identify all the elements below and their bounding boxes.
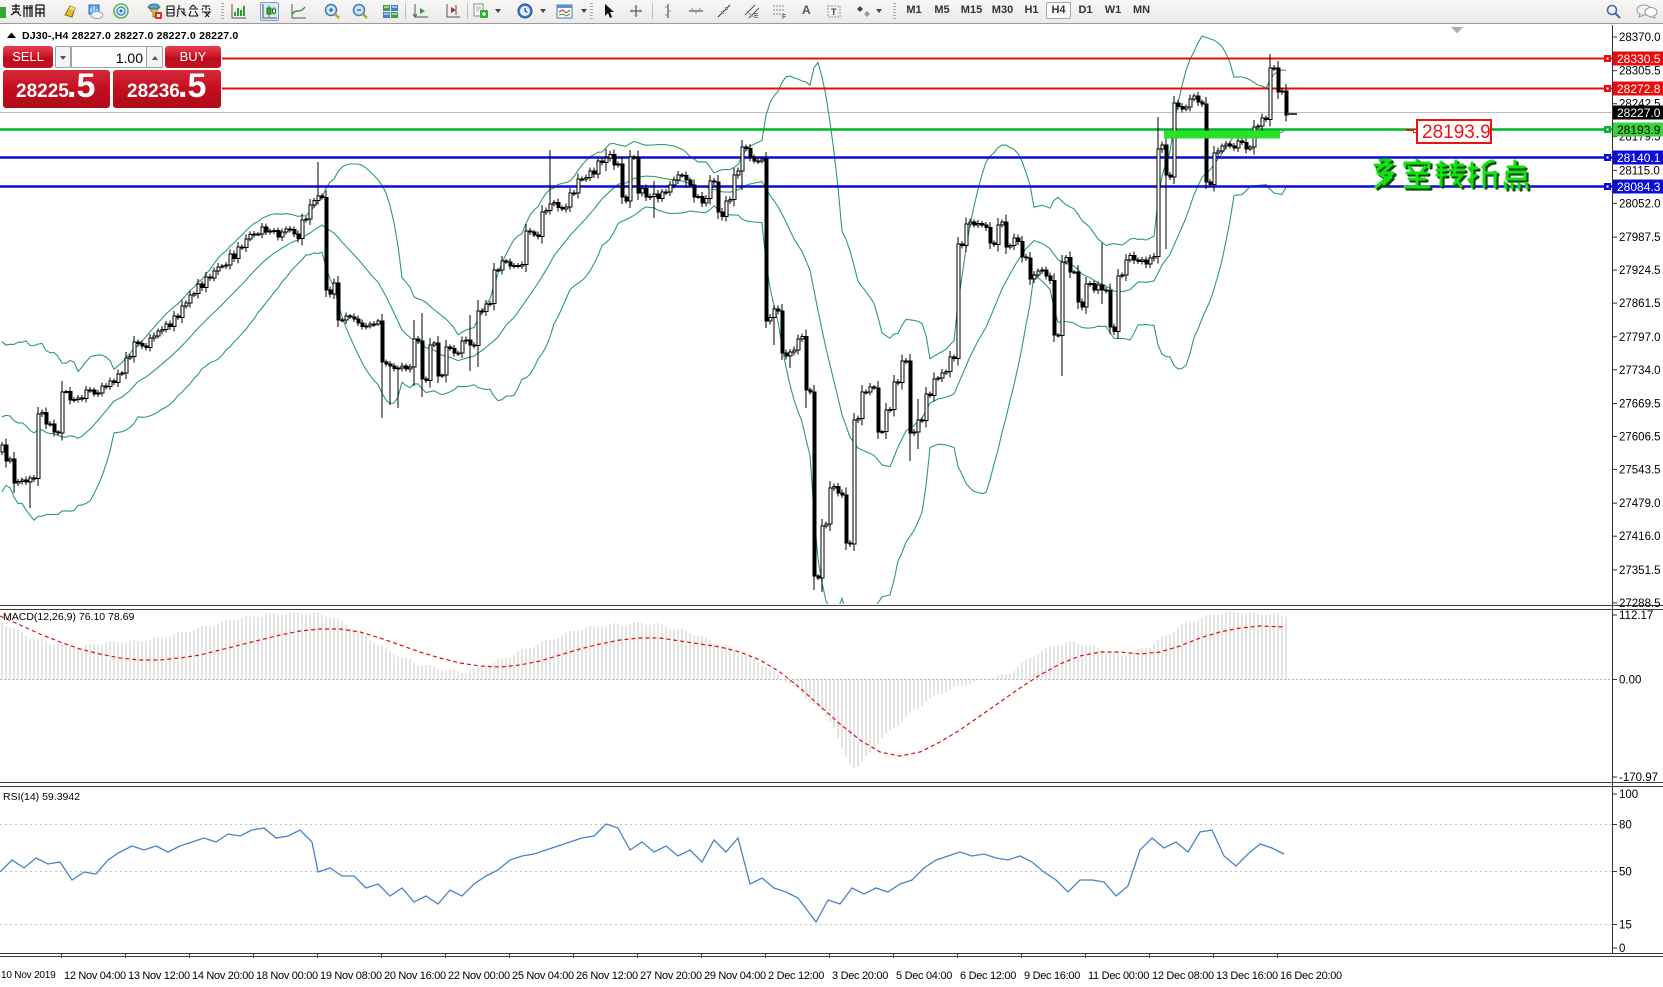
svg-text:F: F xyxy=(782,14,786,20)
svg-text:MACD(12,26,9) 76.10 78.69: MACD(12,26,9) 76.10 78.69 xyxy=(3,611,134,623)
svg-text:13 Dec 16:00: 13 Dec 16:00 xyxy=(1216,970,1278,982)
svg-text:14 Nov 20:00: 14 Nov 20:00 xyxy=(192,970,254,982)
svg-text:19 Nov 08:00: 19 Nov 08:00 xyxy=(320,970,382,982)
svg-text:27861.5: 27861.5 xyxy=(1619,298,1661,310)
svg-text:2 Dec 12:00: 2 Dec 12:00 xyxy=(768,970,824,982)
svg-text:28193.9: 28193.9 xyxy=(1422,122,1491,143)
svg-text:0.00: 0.00 xyxy=(1619,675,1641,687)
svg-text:28227.0: 28227.0 xyxy=(1617,106,1661,120)
svg-text:27797.0: 27797.0 xyxy=(1619,332,1661,344)
svg-text:-170.97: -170.97 xyxy=(1619,772,1658,784)
svg-text:27351.5: 27351.5 xyxy=(1619,565,1661,577)
svg-text:28305.5: 28305.5 xyxy=(1619,66,1661,78)
svg-text:28140.1: 28140.1 xyxy=(1617,151,1661,165)
svg-text:27 Nov 20:00: 27 Nov 20:00 xyxy=(640,970,702,982)
svg-text:6 Dec 12:00: 6 Dec 12:00 xyxy=(960,970,1016,982)
svg-text:100: 100 xyxy=(1619,789,1638,801)
svg-text:27543.5: 27543.5 xyxy=(1619,464,1661,476)
svg-text:27416.0: 27416.0 xyxy=(1619,531,1661,543)
svg-text:0: 0 xyxy=(1619,943,1625,955)
svg-text:27987.5: 27987.5 xyxy=(1619,232,1661,244)
svg-text:13 Nov 12:00: 13 Nov 12:00 xyxy=(128,970,190,982)
svg-text:27479.0: 27479.0 xyxy=(1619,498,1661,510)
svg-text:11 Dec 00:00: 11 Dec 00:00 xyxy=(1088,970,1149,982)
svg-text:5 Dec 04:00: 5 Dec 04:00 xyxy=(896,970,952,982)
svg-text:12 Nov 04:00: 12 Nov 04:00 xyxy=(64,970,126,982)
svg-text:3 Dec 20:00: 3 Dec 20:00 xyxy=(832,970,888,982)
svg-text:20 Nov 16:00: 20 Nov 16:00 xyxy=(384,970,446,982)
svg-text:18 Nov 00:00: 18 Nov 00:00 xyxy=(256,970,318,982)
svg-text:22 Nov 00:00: 22 Nov 00:00 xyxy=(448,970,510,982)
svg-text:25 Nov 04:00: 25 Nov 04:00 xyxy=(512,970,574,982)
svg-text:28193.9: 28193.9 xyxy=(1617,123,1661,137)
svg-text:27734.0: 27734.0 xyxy=(1619,365,1661,377)
svg-text:26 Nov 12:00: 26 Nov 12:00 xyxy=(576,970,638,982)
svg-text:RSI(14) 59.3942: RSI(14) 59.3942 xyxy=(3,791,80,803)
svg-text:E: E xyxy=(754,13,759,20)
svg-text:T: T xyxy=(831,7,837,17)
svg-text:15: 15 xyxy=(1619,920,1632,932)
svg-text:29 Nov 04:00: 29 Nov 04:00 xyxy=(704,970,766,982)
svg-text:27924.5: 27924.5 xyxy=(1619,265,1661,277)
svg-text:50: 50 xyxy=(1619,867,1632,879)
svg-text:28052.0: 28052.0 xyxy=(1619,198,1661,210)
svg-text:28084.3: 28084.3 xyxy=(1617,180,1661,194)
svg-text:27669.5: 27669.5 xyxy=(1619,399,1661,411)
svg-text:80: 80 xyxy=(1619,820,1632,832)
svg-text:16 Dec 20:00: 16 Dec 20:00 xyxy=(1280,970,1342,982)
svg-text:DJ30-,H4 28227.0 28227.0 2822: DJ30-,H4 28227.0 28227.0 28227.0 28227.0 xyxy=(22,30,238,42)
svg-text:28272.8: 28272.8 xyxy=(1617,82,1661,96)
svg-text:28330.5: 28330.5 xyxy=(1617,52,1661,66)
svg-text:12 Dec 08:00: 12 Dec 08:00 xyxy=(1152,970,1214,982)
svg-text:27288.5: 27288.5 xyxy=(1619,598,1661,610)
svg-text:28115.0: 28115.0 xyxy=(1619,165,1660,177)
svg-text:10 Nov 2019: 10 Nov 2019 xyxy=(1,970,56,981)
svg-text:27606.5: 27606.5 xyxy=(1619,432,1661,444)
svg-text:112.17: 112.17 xyxy=(1619,610,1653,622)
svg-text:9 Dec 16:00: 9 Dec 16:00 xyxy=(1024,970,1080,982)
svg-text:28370.0: 28370.0 xyxy=(1619,32,1661,44)
